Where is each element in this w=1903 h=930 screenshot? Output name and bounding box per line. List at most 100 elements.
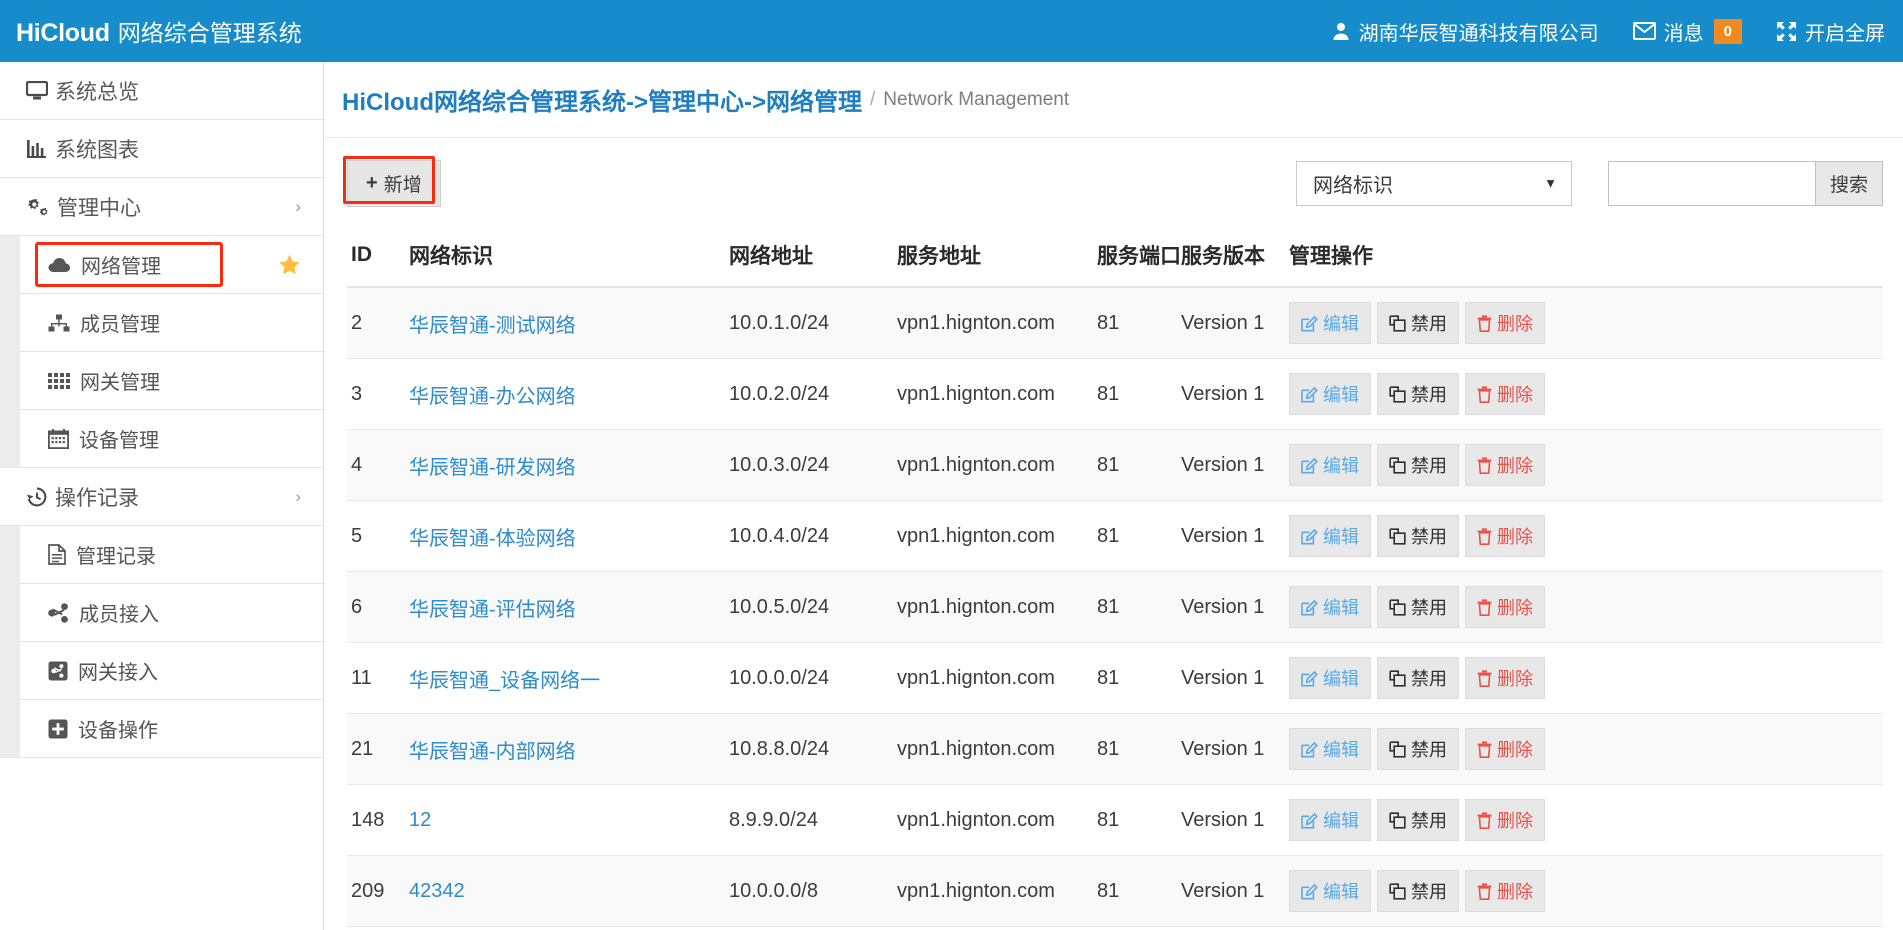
delete-button[interactable]: 删除 (1465, 302, 1545, 344)
network-name-link[interactable]: 华辰智通_设备网络一 (409, 669, 601, 692)
main-content: HiCloud网络综合管理系统->管理中心->网络管理 / Network Ma… (325, 62, 1903, 930)
filter-field-selected-label: 网络标识 (1312, 174, 1393, 197)
cell-id: 148 (347, 784, 409, 856)
disable-button[interactable]: 禁用 (1377, 444, 1459, 486)
row-action-group: 编辑 禁用 删除 (1289, 515, 1883, 557)
delete-button[interactable]: 删除 (1465, 444, 1545, 486)
sidebar-item-device-management[interactable]: 设备管理 (20, 410, 323, 468)
filter-field-select[interactable]: 网络标识 ▼ (1295, 160, 1572, 206)
sidebar-item-label: 网络管理 (81, 256, 161, 278)
network-name-link[interactable]: 华辰智通-办公网络 (409, 385, 576, 408)
sidebar-item-device-operations[interactable]: 设备操作 (20, 700, 323, 758)
add-button[interactable]: + 新增 (347, 159, 441, 207)
sidebar-item-label: 操作记录 (55, 486, 139, 510)
messages-button[interactable]: 消息 0 (1632, 17, 1742, 46)
disable-button[interactable]: 禁用 (1377, 728, 1459, 770)
edit-button[interactable]: 编辑 (1289, 515, 1371, 557)
cell-id: 209 (347, 855, 409, 927)
cell-network-address: 10.0.0.0/8 (729, 855, 897, 927)
table-row[interactable]: 209 42342 10.0.0.0/8 vpn1.hignton.com 81… (347, 855, 1883, 927)
search-input[interactable] (1608, 161, 1815, 205)
table-header-row: ID 网络标识 网络地址 服务地址 服务端口 服务版本 管理操作 (347, 228, 1883, 288)
pencil-square-icon (1301, 315, 1318, 332)
search-button[interactable]: 搜索 (1814, 161, 1882, 205)
cell-service-version: Version 1 (1181, 429, 1289, 501)
disable-button[interactable]: 禁用 (1377, 799, 1459, 841)
network-name-link[interactable]: 华辰智通-评估网络 (409, 598, 576, 621)
disable-button[interactable]: 禁用 (1377, 657, 1459, 699)
delete-button[interactable]: 删除 (1465, 870, 1545, 912)
operation-records-submenu: 管理记录 成员接入 网关接入 设备操作 (0, 526, 323, 758)
edit-button[interactable]: 编辑 (1289, 444, 1371, 486)
table-row[interactable]: 4 华辰智通-研发网络 10.0.3.0/24 vpn1.hignton.com… (347, 429, 1883, 501)
sidebar-item-label: 系统图表 (55, 138, 139, 162)
row-action-group: 编辑 禁用 删除 (1289, 657, 1883, 699)
table-row[interactable]: 3 华辰智通-办公网络 10.0.2.0/24 vpn1.hignton.com… (347, 358, 1883, 430)
network-name-link[interactable]: 华辰智通-内部网络 (409, 740, 576, 763)
cell-service-version: Version 1 (1181, 855, 1289, 927)
disable-button-label: 禁用 (1411, 598, 1447, 618)
sidebar-item-gateway-access[interactable]: 网关接入 (20, 642, 323, 700)
star-icon[interactable] (278, 254, 301, 276)
disable-button[interactable]: 禁用 (1377, 870, 1459, 912)
edit-button[interactable]: 编辑 (1289, 373, 1371, 415)
sidebar-item-network-management[interactable]: 网络管理 (20, 236, 323, 294)
current-user[interactable]: 湖南华辰智通科技有限公司 (1331, 17, 1599, 46)
edit-button[interactable]: 编辑 (1289, 302, 1371, 344)
sidebar-item-label: 管理中心 (57, 196, 141, 220)
sidebar-item-member-access[interactable]: 成员接入 (20, 584, 323, 642)
cell-service-address: vpn1.hignton.com (897, 855, 1097, 927)
cell-service-version: Version 1 (1181, 571, 1289, 643)
edit-button-label: 编辑 (1323, 882, 1359, 902)
sidebar-item-overview[interactable]: 系统总览 (0, 62, 323, 120)
edit-button[interactable]: 编辑 (1289, 657, 1371, 699)
table-row[interactable]: 2 华辰智通-测试网络 10.0.1.0/24 vpn1.hignton.com… (347, 287, 1883, 359)
delete-button[interactable]: 删除 (1465, 515, 1545, 557)
disable-button-label: 禁用 (1411, 527, 1447, 547)
edit-button[interactable]: 编辑 (1289, 799, 1371, 841)
desktop-icon (26, 81, 48, 100)
app-brand[interactable]: HiCloud 网络综合管理系统 (16, 14, 302, 48)
network-table: ID 网络标识 网络地址 服务地址 服务端口 服务版本 管理操作 2 华辰智通-… (347, 228, 1883, 927)
network-name-link[interactable]: 42342 (409, 879, 465, 902)
cell-id: 4 (347, 429, 409, 501)
edit-button[interactable]: 编辑 (1289, 728, 1371, 770)
network-name-link[interactable]: 华辰智通-研发网络 (409, 456, 576, 479)
network-name-link[interactable]: 华辰智通-测试网络 (409, 314, 576, 337)
delete-button[interactable]: 删除 (1465, 799, 1545, 841)
network-name-link[interactable]: 12 (409, 808, 432, 831)
disable-button[interactable]: 禁用 (1377, 373, 1459, 415)
table-row[interactable]: 5 华辰智通-体验网络 10.0.4.0/24 vpn1.hignton.com… (347, 500, 1883, 572)
table-row[interactable]: 21 华辰智通-内部网络 10.8.8.0/24 vpn1.hignton.co… (347, 713, 1883, 785)
disable-button[interactable]: 禁用 (1377, 515, 1459, 557)
sidebar-item-management-records[interactable]: 管理记录 (20, 526, 323, 584)
column-header-service-version: 服务版本 (1181, 228, 1289, 288)
cell-service-version: Version 1 (1181, 287, 1289, 359)
edit-button[interactable]: 编辑 (1289, 586, 1371, 628)
sidebar-item-charts[interactable]: 系统图表 (0, 120, 323, 178)
sidebar-item-admin-center[interactable]: 管理中心 › (0, 178, 323, 236)
cell-network-id: 华辰智通-测试网络 (409, 287, 729, 359)
delete-button[interactable]: 删除 (1465, 728, 1545, 770)
fullscreen-button[interactable]: 开启全屏 (1776, 17, 1885, 46)
disable-button[interactable]: 禁用 (1377, 302, 1459, 344)
sidebar-item-operation-records[interactable]: 操作记录 › (0, 468, 323, 526)
sidebar-item-member-management[interactable]: 成员管理 (20, 294, 323, 352)
delete-button-label: 删除 (1497, 740, 1533, 760)
cell-network-id: 华辰智通-内部网络 (409, 713, 729, 785)
delete-button[interactable]: 删除 (1465, 657, 1545, 699)
row-action-group: 编辑 禁用 删除 (1289, 302, 1883, 344)
row-action-group: 编辑 禁用 删除 (1289, 586, 1883, 628)
cell-actions: 编辑 禁用 删除 (1289, 287, 1883, 359)
top-header: HiCloud 网络综合管理系统 湖南华辰智通科技有限公司 消息 0 (0, 0, 1903, 62)
delete-button[interactable]: 删除 (1465, 373, 1545, 415)
delete-button[interactable]: 删除 (1465, 586, 1545, 628)
table-row[interactable]: 148 12 8.9.9.0/24 vpn1.hignton.com 81 Ve… (347, 784, 1883, 856)
disable-button[interactable]: 禁用 (1377, 586, 1459, 628)
edit-button[interactable]: 编辑 (1289, 870, 1371, 912)
table-row[interactable]: 11 华辰智通_设备网络一 10.0.0.0/24 vpn1.hignton.c… (347, 642, 1883, 714)
breadcrumb-path[interactable]: HiCloud网络综合管理系统->管理中心->网络管理 (342, 89, 862, 116)
table-row[interactable]: 6 华辰智通-评估网络 10.0.5.0/24 vpn1.hignton.com… (347, 571, 1883, 643)
sidebar-item-gateway-management[interactable]: 网关管理 (20, 352, 323, 410)
network-name-link[interactable]: 华辰智通-体验网络 (409, 527, 576, 550)
